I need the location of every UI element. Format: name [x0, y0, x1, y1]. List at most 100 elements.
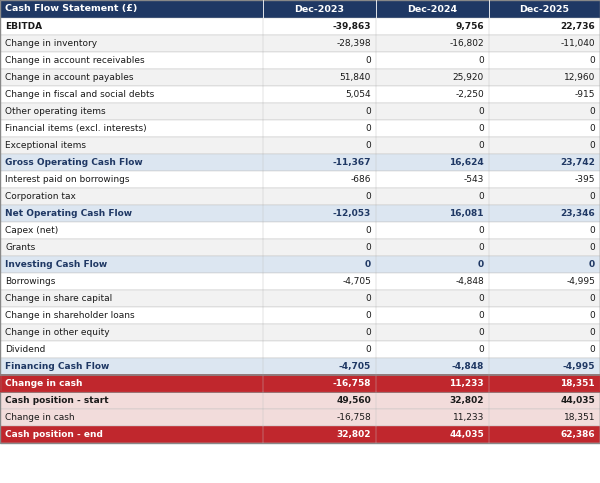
Text: Net Operating Cash Flow: Net Operating Cash Flow — [5, 209, 132, 218]
Text: Corporation tax: Corporation tax — [5, 192, 76, 201]
Text: 32,802: 32,802 — [449, 396, 484, 405]
Text: -11,367: -11,367 — [332, 158, 371, 167]
Bar — [0, 0, 600, 18]
Text: Cash position - start: Cash position - start — [5, 396, 109, 405]
Text: 0: 0 — [589, 345, 595, 354]
Bar — [0, 69, 600, 86]
Text: Change in cash: Change in cash — [5, 413, 74, 422]
Text: Change in inventory: Change in inventory — [5, 39, 97, 48]
Bar — [0, 18, 600, 35]
Text: Cash Flow Statement (£): Cash Flow Statement (£) — [5, 4, 137, 14]
Text: Dec-2023: Dec-2023 — [295, 4, 344, 14]
Bar — [0, 426, 600, 443]
Bar — [0, 188, 600, 205]
Text: 0: 0 — [589, 226, 595, 235]
Bar — [0, 375, 600, 392]
Text: Financial items (excl. interests): Financial items (excl. interests) — [5, 124, 146, 133]
Text: -39,863: -39,863 — [332, 22, 371, 31]
Text: 0: 0 — [365, 226, 371, 235]
Text: 23,742: 23,742 — [560, 158, 595, 167]
Text: -686: -686 — [350, 175, 371, 184]
Text: 32,802: 32,802 — [337, 430, 371, 439]
Text: Financing Cash Flow: Financing Cash Flow — [5, 362, 109, 371]
Text: -16,758: -16,758 — [336, 413, 371, 422]
Text: 0: 0 — [365, 311, 371, 320]
Text: -16,802: -16,802 — [449, 39, 484, 48]
Bar — [0, 358, 600, 375]
Bar — [0, 205, 600, 222]
Text: 0: 0 — [478, 243, 484, 252]
Text: 16,624: 16,624 — [449, 158, 484, 167]
Text: -2,250: -2,250 — [455, 90, 484, 99]
Text: 9,756: 9,756 — [455, 22, 484, 31]
Bar — [0, 239, 600, 256]
Text: Exceptional items: Exceptional items — [5, 141, 86, 150]
Text: 0: 0 — [478, 226, 484, 235]
Bar — [0, 35, 600, 52]
Text: 25,920: 25,920 — [453, 73, 484, 82]
Text: 12,960: 12,960 — [563, 73, 595, 82]
Bar — [0, 86, 600, 103]
Bar — [0, 154, 600, 171]
Text: 18,351: 18,351 — [560, 379, 595, 388]
Text: -16,758: -16,758 — [332, 379, 371, 388]
Text: 0: 0 — [365, 243, 371, 252]
Text: 0: 0 — [365, 124, 371, 133]
Text: Cash position - end: Cash position - end — [5, 430, 103, 439]
Text: 49,560: 49,560 — [336, 396, 371, 405]
Text: EBITDA: EBITDA — [5, 22, 42, 31]
Bar — [0, 392, 600, 409]
Text: -4,705: -4,705 — [342, 277, 371, 286]
Text: 0: 0 — [365, 328, 371, 337]
Text: 0: 0 — [478, 56, 484, 65]
Text: 0: 0 — [365, 192, 371, 201]
Text: 0: 0 — [478, 311, 484, 320]
Text: 0: 0 — [478, 124, 484, 133]
Text: Change in other equity: Change in other equity — [5, 328, 110, 337]
Text: 0: 0 — [589, 311, 595, 320]
Text: 0: 0 — [589, 243, 595, 252]
Text: Dec-2024: Dec-2024 — [407, 4, 458, 14]
Text: 0: 0 — [589, 294, 595, 303]
Text: -28,398: -28,398 — [337, 39, 371, 48]
Text: 0: 0 — [589, 260, 595, 269]
Text: 0: 0 — [365, 107, 371, 116]
Text: -12,053: -12,053 — [333, 209, 371, 218]
Text: -543: -543 — [464, 175, 484, 184]
Text: Dividend: Dividend — [5, 345, 46, 354]
Text: Capex (net): Capex (net) — [5, 226, 58, 235]
Text: 0: 0 — [589, 56, 595, 65]
Text: 0: 0 — [589, 124, 595, 133]
Text: 0: 0 — [365, 294, 371, 303]
Text: Change in share capital: Change in share capital — [5, 294, 112, 303]
Bar — [0, 103, 600, 120]
Bar — [0, 120, 600, 137]
Text: 0: 0 — [589, 328, 595, 337]
Bar — [0, 324, 600, 341]
Text: 18,351: 18,351 — [563, 413, 595, 422]
Text: 0: 0 — [589, 107, 595, 116]
Text: -4,848: -4,848 — [452, 362, 484, 371]
Text: 0: 0 — [478, 192, 484, 201]
Text: -4,705: -4,705 — [339, 362, 371, 371]
Text: 0: 0 — [478, 328, 484, 337]
Text: 51,840: 51,840 — [340, 73, 371, 82]
Bar — [0, 307, 600, 324]
Bar — [0, 171, 600, 188]
Text: 0: 0 — [478, 260, 484, 269]
Text: 0: 0 — [478, 141, 484, 150]
Text: 0: 0 — [478, 107, 484, 116]
Text: Investing Cash Flow: Investing Cash Flow — [5, 260, 107, 269]
Text: Dec-2025: Dec-2025 — [520, 4, 569, 14]
Text: 0: 0 — [365, 56, 371, 65]
Text: 62,386: 62,386 — [560, 430, 595, 439]
Bar — [0, 52, 600, 69]
Bar — [0, 341, 600, 358]
Text: Gross Operating Cash Flow: Gross Operating Cash Flow — [5, 158, 143, 167]
Text: 0: 0 — [365, 260, 371, 269]
Text: -395: -395 — [575, 175, 595, 184]
Text: 11,233: 11,233 — [452, 413, 484, 422]
Bar — [0, 409, 600, 426]
Text: 44,035: 44,035 — [449, 430, 484, 439]
Text: -11,040: -11,040 — [560, 39, 595, 48]
